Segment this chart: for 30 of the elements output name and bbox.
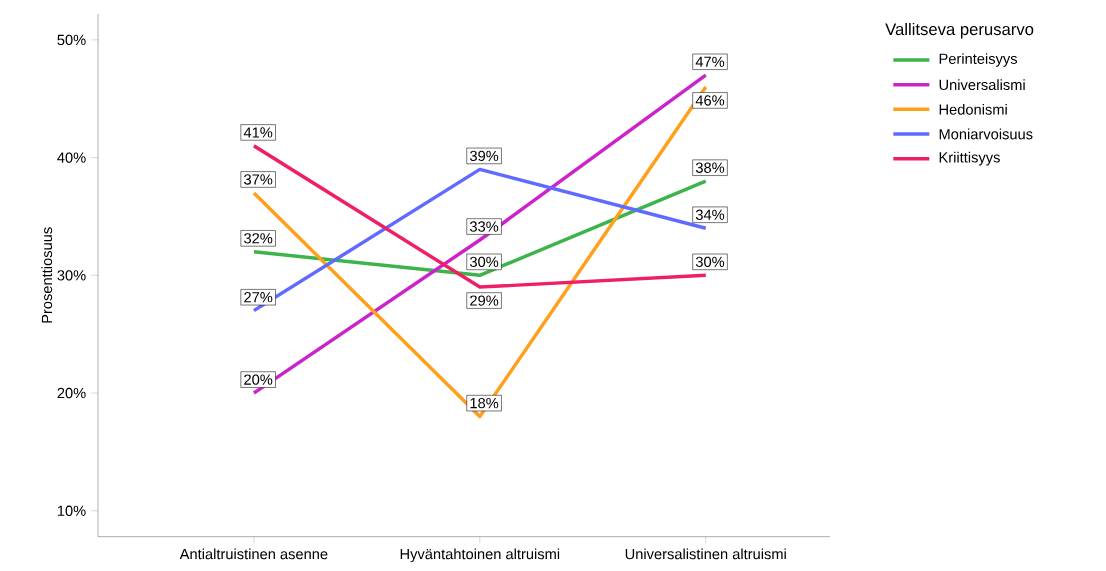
x-tick-label: Hyväntahtoinen altruismi	[400, 548, 560, 563]
y-axis-title: Prosenttiosuus	[41, 227, 53, 323]
data-label: 46%	[695, 95, 725, 106]
data-label: 30%	[695, 256, 725, 268]
legend-label: Kriittisyys	[939, 152, 1000, 166]
data-label: 27%	[244, 292, 273, 303]
data-label: 30%	[469, 256, 499, 268]
y-tick-label: 20%	[57, 388, 86, 399]
y-tick-label: 50%	[57, 34, 86, 46]
data-label: 37%	[244, 174, 273, 185]
data-label: 38%	[695, 162, 725, 174]
data-label: 29%	[470, 295, 499, 306]
legend-title: Vallitseva perusarvo	[885, 23, 1034, 39]
y-tick-label: 10%	[57, 505, 86, 517]
legend-label: Hedonismi	[939, 104, 1007, 115]
data-label: 39%	[469, 150, 499, 162]
y-tick-label: 40%	[57, 152, 86, 163]
x-tick-label: Universalistinen altruismi	[625, 548, 786, 560]
data-label: 47%	[695, 56, 725, 68]
data-label: 18%	[470, 398, 499, 409]
data-label: 33%	[469, 221, 499, 232]
data-label: 32%	[244, 233, 273, 244]
x-tick-label: Antialtruistinen asenne	[179, 548, 328, 560]
legend-label: Perinteisyys	[939, 53, 1018, 67]
legend-label: Moniarvoisuus	[939, 128, 1033, 140]
y-tick-label: 30%	[57, 270, 86, 281]
data-label: 20%	[244, 374, 273, 385]
data-label: 34%	[695, 209, 725, 221]
legend-label: Universalismi	[939, 79, 1025, 91]
data-label: 41%	[243, 127, 273, 138]
